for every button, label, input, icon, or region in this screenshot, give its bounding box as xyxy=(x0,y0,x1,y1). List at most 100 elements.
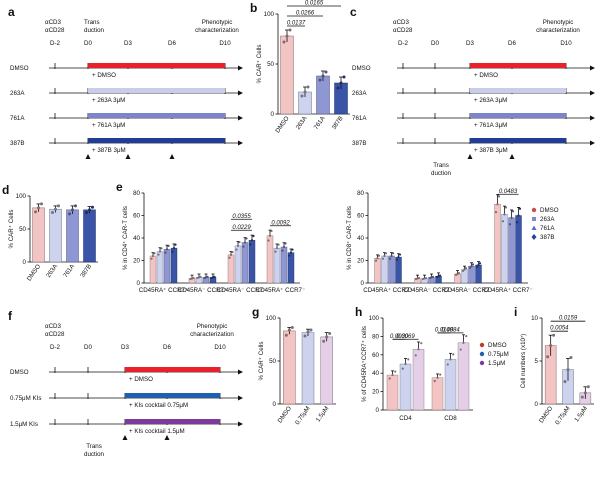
p-value: 0.0084 xyxy=(441,327,460,333)
treatment-day-marker xyxy=(509,154,515,159)
y-tick-label: 20 xyxy=(133,258,140,265)
y-tick-label: 20 xyxy=(357,258,364,265)
p-value: 0.0159 xyxy=(559,316,578,322)
axis-arrowhead xyxy=(590,140,595,146)
condition-label: 0.75μM KIs xyxy=(10,395,41,402)
data-point xyxy=(517,214,520,217)
condition-label: 761A xyxy=(10,115,25,122)
y-tick-label: 0 xyxy=(273,401,277,408)
bar xyxy=(83,209,96,263)
data-point xyxy=(503,213,506,216)
data-point xyxy=(252,234,255,238)
day-label: D6 xyxy=(508,40,516,47)
data-point xyxy=(199,275,202,278)
bar xyxy=(374,258,381,284)
chart-d: d 0 50 100 % CAR⁺ Cells DMSO 263A 761A 387B xyxy=(2,183,98,282)
data-point xyxy=(436,376,439,379)
treatment-bar xyxy=(88,88,225,93)
data-point xyxy=(461,269,465,272)
y-tick-label: 40 xyxy=(372,370,379,377)
data-point xyxy=(249,243,252,246)
y-tick-label: 0 xyxy=(535,401,539,408)
p-value: 0.0054 xyxy=(550,326,569,332)
p-value: 0.0069 xyxy=(396,334,415,340)
x-category-label: 0.75μM xyxy=(294,405,312,426)
data-point xyxy=(51,211,54,214)
day-label: D6 xyxy=(163,344,171,351)
data-point xyxy=(468,266,472,269)
bar xyxy=(241,242,249,284)
data-point xyxy=(404,362,407,366)
data-point xyxy=(231,250,234,254)
data-point xyxy=(282,40,286,44)
data-point xyxy=(518,207,522,210)
treatment-day-marker xyxy=(125,154,131,159)
p-value: 0.0229 xyxy=(232,225,251,231)
transduction-label-2: duction xyxy=(431,170,452,177)
stim-label-1: αCD3 xyxy=(45,323,62,330)
legend-label: DMSO xyxy=(488,342,507,349)
transduction-label-1: Trans xyxy=(433,162,449,169)
data-point xyxy=(285,34,289,38)
y-tick-label: 10 xyxy=(531,315,538,322)
y-tick-label: 0 xyxy=(361,280,365,287)
data-point xyxy=(342,75,346,79)
data-point xyxy=(274,250,277,253)
data-point xyxy=(309,328,313,332)
data-point xyxy=(569,356,573,360)
data-point xyxy=(431,275,435,278)
treatment-label: + 387B 3μM xyxy=(92,147,126,154)
x-category-label: CD45RA⁻ CCR7⁺ xyxy=(178,287,228,294)
y-tick-label: 5 xyxy=(535,358,539,365)
x-category-label: CD8 xyxy=(444,415,457,422)
y-tick-label: 80 xyxy=(133,190,140,197)
x-category-label: 761A xyxy=(62,262,77,279)
data-point xyxy=(496,203,499,206)
data-point xyxy=(245,237,248,240)
phenotypic-label-1: Phenotypic xyxy=(197,323,228,330)
data-point xyxy=(206,275,209,278)
data-point xyxy=(478,262,482,265)
y-tick-label: 20 xyxy=(372,389,379,396)
phenotypic-label-1: Phenotypic xyxy=(202,19,233,26)
legend-marker xyxy=(531,234,537,240)
x-category-label: 263A xyxy=(45,262,60,279)
data-point xyxy=(339,81,343,85)
stim-label-2: αCD28 xyxy=(45,331,65,338)
x-category-label: CD45RA⁻ CCR7⁺ xyxy=(403,287,453,294)
data-point xyxy=(459,348,462,351)
axis-arrowhead xyxy=(238,65,243,71)
chart-h: h 0 20 40 60 80 100% of CD45RA⁺CCR7⁺ cells CD4 C… xyxy=(355,305,473,422)
data-point xyxy=(57,204,60,208)
data-point xyxy=(417,348,420,351)
y-axis-label: % CAR⁺ Cells xyxy=(256,44,263,83)
y-tick-label: 40 xyxy=(357,235,364,242)
legend-h: DMSO 0.75μM 1.5μM xyxy=(479,342,509,367)
data-point xyxy=(433,379,436,383)
data-point xyxy=(284,333,288,337)
bar xyxy=(287,252,295,284)
bar xyxy=(381,255,388,284)
legend-marker xyxy=(479,342,485,348)
condition-label: 263A xyxy=(352,90,367,97)
day-label: D-2 xyxy=(50,40,61,47)
data-point xyxy=(511,210,515,213)
data-point xyxy=(287,328,291,332)
data-point xyxy=(40,202,43,206)
treatment-bar xyxy=(88,63,225,68)
legend-label: 761A xyxy=(540,225,555,232)
data-point xyxy=(88,208,91,212)
data-point xyxy=(325,335,329,339)
legend-label: DMSO xyxy=(540,207,559,214)
x-category-label: 1.5μM xyxy=(573,405,589,423)
data-point xyxy=(494,211,498,214)
data-point xyxy=(275,247,279,250)
data-point xyxy=(74,204,77,208)
phenotypic-label-2: characterization xyxy=(536,27,580,34)
treatment-label: + 761A 3μM xyxy=(474,122,507,129)
data-point xyxy=(417,276,421,280)
data-point xyxy=(549,344,553,348)
day-label: D3 xyxy=(121,344,129,351)
bar xyxy=(412,349,425,411)
x-category-label: CD45RA⁺ CCR7⁻ xyxy=(256,287,306,294)
